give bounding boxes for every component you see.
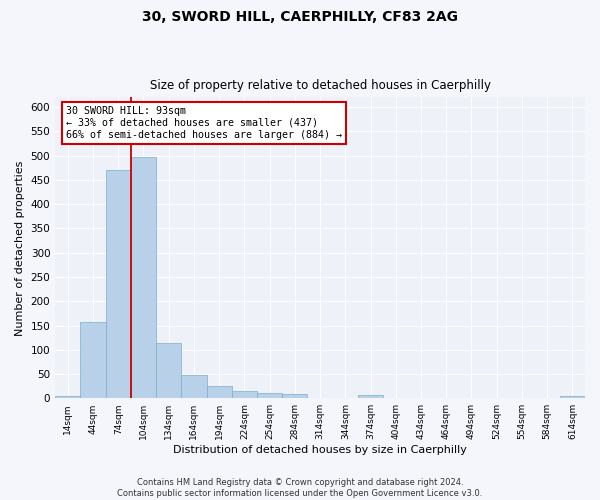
Bar [560, 396, 585, 398]
Bar [358, 396, 383, 398]
Bar [156, 342, 181, 398]
Bar [106, 170, 131, 398]
Title: Size of property relative to detached houses in Caerphilly: Size of property relative to detached ho… [149, 79, 491, 92]
Text: 30 SWORD HILL: 93sqm
← 33% of detached houses are smaller (437)
66% of semi-deta: 30 SWORD HILL: 93sqm ← 33% of detached h… [66, 106, 342, 140]
Bar [282, 394, 307, 398]
Bar [55, 396, 80, 398]
X-axis label: Distribution of detached houses by size in Caerphilly: Distribution of detached houses by size … [173, 445, 467, 455]
Bar [181, 374, 206, 398]
Y-axis label: Number of detached properties: Number of detached properties [15, 160, 25, 336]
Bar [257, 392, 282, 398]
Bar [80, 322, 106, 398]
Bar [206, 386, 232, 398]
Text: 30, SWORD HILL, CAERPHILLY, CF83 2AG: 30, SWORD HILL, CAERPHILLY, CF83 2AG [142, 10, 458, 24]
Text: Contains HM Land Registry data © Crown copyright and database right 2024.
Contai: Contains HM Land Registry data © Crown c… [118, 478, 482, 498]
Bar [232, 391, 257, 398]
Bar [131, 157, 156, 398]
